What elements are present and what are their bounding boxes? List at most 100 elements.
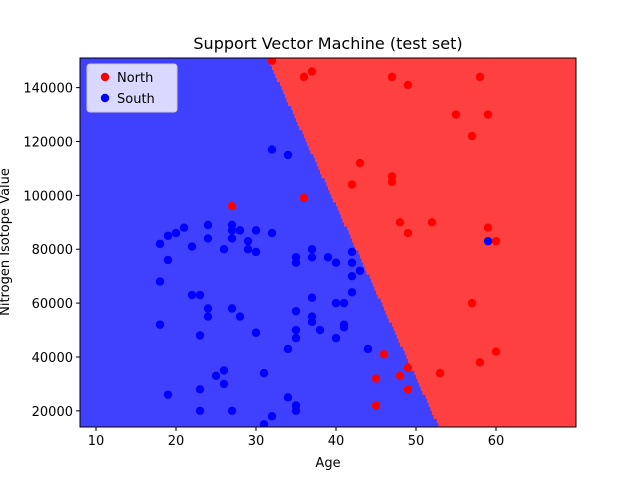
data-point-south <box>267 228 277 238</box>
data-point-south <box>227 406 237 416</box>
data-point-north <box>267 58 277 65</box>
data-point-north <box>395 371 405 381</box>
data-point-south <box>307 293 317 302</box>
data-point-south <box>363 344 373 354</box>
data-point-north <box>395 218 405 227</box>
data-point-north <box>227 201 237 211</box>
data-point-south <box>307 317 317 327</box>
x-axis: 10 20 30 40 50 60 <box>88 427 505 449</box>
data-point-north <box>387 72 397 82</box>
y-axis: 20000 40000 60000 80000 100000 120000 140000 <box>23 82 80 420</box>
data-point-south <box>315 325 325 335</box>
data-point-north <box>475 72 485 82</box>
data-point-south <box>323 253 333 262</box>
data-point-south <box>155 239 165 249</box>
data-point-south <box>195 290 205 300</box>
legend-marker-north <box>100 72 110 82</box>
data-point-south <box>203 304 213 313</box>
data-point-north <box>403 385 413 394</box>
data-point-north <box>491 347 501 356</box>
data-point-south <box>251 328 261 337</box>
data-point-south <box>243 236 253 246</box>
data-point-south <box>291 325 301 335</box>
data-point-north <box>347 180 357 189</box>
data-point-south <box>195 385 205 394</box>
data-point-south <box>307 245 317 254</box>
data-point-south <box>219 379 229 389</box>
data-point-north <box>451 110 461 119</box>
y-tick-label: 20000 <box>32 405 73 420</box>
data-point-south <box>347 258 357 267</box>
data-point-south <box>195 331 205 340</box>
x-tick-label: 60 <box>488 434 505 449</box>
data-point-south <box>211 371 221 381</box>
data-point-north <box>467 131 477 141</box>
legend-marker-south <box>100 93 110 103</box>
data-point-south <box>203 312 213 321</box>
y-tick-label: 120000 <box>23 135 73 150</box>
data-point-south <box>219 366 229 375</box>
data-point-south <box>171 228 181 238</box>
data-point-south <box>155 277 165 286</box>
data-point-north <box>299 193 309 203</box>
data-point-north <box>403 363 413 372</box>
data-point-south <box>267 412 277 421</box>
data-point-south <box>219 245 229 254</box>
data-point-north <box>355 158 365 168</box>
data-point-south <box>227 226 237 235</box>
x-tick-label: 40 <box>328 434 345 449</box>
data-point-north <box>307 67 317 76</box>
y-tick-label: 140000 <box>23 82 73 97</box>
data-point-north <box>483 223 493 232</box>
data-point-north <box>371 401 381 410</box>
data-point-south <box>267 145 277 154</box>
data-point-north <box>371 374 381 383</box>
data-point-south <box>187 242 197 251</box>
data-point-south <box>203 220 213 230</box>
data-point-north <box>435 368 445 378</box>
data-point-south <box>187 290 197 300</box>
data-point-south <box>291 306 301 316</box>
data-point-north <box>403 228 413 238</box>
data-point-south <box>283 393 293 402</box>
data-point-north <box>403 80 413 90</box>
x-tick-label: 50 <box>408 434 425 449</box>
data-point-south <box>243 245 253 254</box>
data-point-south <box>163 231 173 240</box>
data-point-north <box>379 350 389 359</box>
x-tick-label: 30 <box>248 434 265 449</box>
data-point-south <box>283 150 293 160</box>
data-point-south <box>307 253 317 262</box>
decision-regions <box>80 58 576 427</box>
plot-frame <box>79 57 577 428</box>
data-point-south <box>227 234 237 243</box>
chart-title: Support Vector Machine (test set) <box>193 34 462 53</box>
data-point-south <box>179 223 189 232</box>
y-tick-label: 40000 <box>32 351 73 366</box>
data-point-south <box>227 304 237 313</box>
data-point-south <box>331 298 341 308</box>
data-point-south <box>347 271 357 281</box>
legend: North South <box>86 63 178 113</box>
data-points <box>155 58 501 427</box>
data-point-north <box>387 177 397 187</box>
data-point-south <box>331 333 341 343</box>
data-point-south <box>291 333 301 343</box>
data-point-south <box>355 266 365 275</box>
legend-box <box>86 63 178 113</box>
data-point-north <box>467 298 477 308</box>
legend-label-north: North <box>117 71 153 86</box>
data-point-north <box>491 236 501 246</box>
data-point-south <box>283 344 293 354</box>
data-point-south <box>259 368 269 378</box>
data-point-north <box>427 218 437 227</box>
data-point-north <box>475 358 485 367</box>
data-point-south <box>163 255 173 265</box>
data-point-south <box>235 312 245 321</box>
data-point-north <box>299 72 309 82</box>
data-point-south <box>291 258 301 267</box>
data-point-south <box>259 420 269 427</box>
data-point-south <box>235 226 245 235</box>
x-tick-label: 10 <box>88 434 105 449</box>
data-point-south <box>251 247 261 257</box>
